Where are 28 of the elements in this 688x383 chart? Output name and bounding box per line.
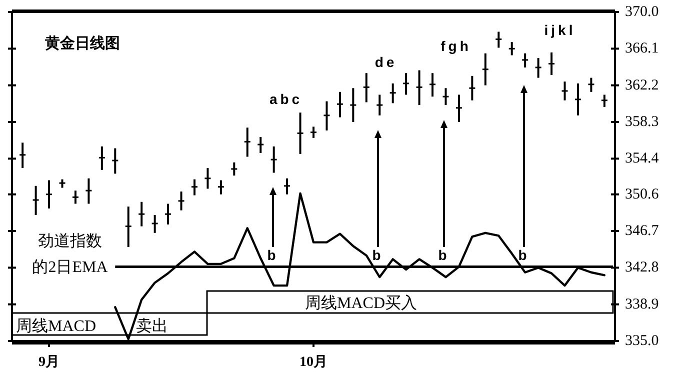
annotation: de (374, 54, 398, 70)
text: 黄金日线图 (44, 35, 120, 52)
y-tick-label: 335.0 (625, 333, 659, 349)
y-tick-label: 350.6 (625, 186, 660, 202)
x-tick-label: 9月 (38, 355, 60, 370)
annotation: fgh (440, 38, 472, 54)
annotation: 周线MACD (16, 317, 96, 335)
y-tick-label: 362.2 (625, 77, 659, 94)
candlestick (310, 126, 318, 139)
annotation: ijkl (544, 22, 576, 38)
annotation: b (518, 247, 530, 263)
annotation: b (372, 247, 384, 263)
annotation: 卖出 (136, 317, 168, 335)
annotation: b (267, 247, 279, 263)
x-tick-label: 10月 (300, 355, 328, 370)
y-tick-label: 338.9 (625, 296, 659, 312)
annotation: abc (269, 91, 303, 107)
y-tick-label: 366.1 (625, 40, 659, 57)
y-tick-label: 358.3 (625, 114, 659, 130)
candlestick (561, 80, 568, 102)
y-tick-label: 346.7 (625, 223, 660, 240)
y-tick-label: 370.0 (625, 4, 659, 20)
annotation: 的2日EMA (32, 259, 108, 276)
y-tick-label: 342.8 (625, 260, 659, 276)
y-tick-label: 354.4 (625, 150, 660, 167)
annotation: 周线MACD买入 (305, 294, 418, 312)
annotation: 劲道指数 (38, 232, 102, 250)
annotation: b (438, 247, 450, 263)
